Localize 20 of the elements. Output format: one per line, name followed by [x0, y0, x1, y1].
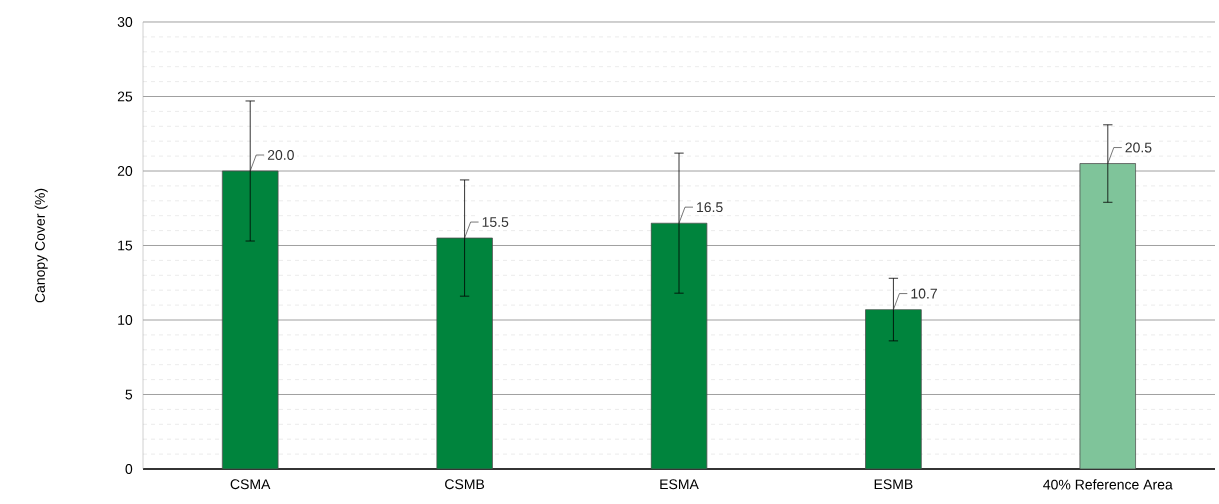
- x-tick-label: CSMB: [445, 479, 485, 490]
- data-label: 20.5: [1125, 142, 1152, 153]
- y-tick-label: 30: [117, 17, 133, 27]
- x-tick-label: ESMA: [660, 479, 699, 490]
- x-tick-label: CSMA: [230, 479, 271, 490]
- y-tick-label: 0: [125, 464, 133, 474]
- data-label: 15.5: [482, 217, 509, 227]
- bar: [650, 222, 708, 469]
- y-tick-label: 15: [118, 240, 133, 251]
- data-label: 10.7: [911, 288, 937, 299]
- data-label: 16.5: [697, 202, 723, 213]
- y-axis-title: Canopy Cover (%): [34, 188, 48, 303]
- y-tick-label: 20: [117, 166, 133, 176]
- data-label: 20.0: [267, 150, 294, 160]
- x-tick-label: ESMB: [874, 479, 913, 490]
- x-tick-label: 40% Reference Area: [1043, 479, 1173, 490]
- bar: [865, 309, 922, 469]
- y-tick-label: 25: [117, 91, 133, 102]
- y-tick-label: 5: [125, 389, 133, 400]
- y-tick-label: 10: [118, 315, 133, 325]
